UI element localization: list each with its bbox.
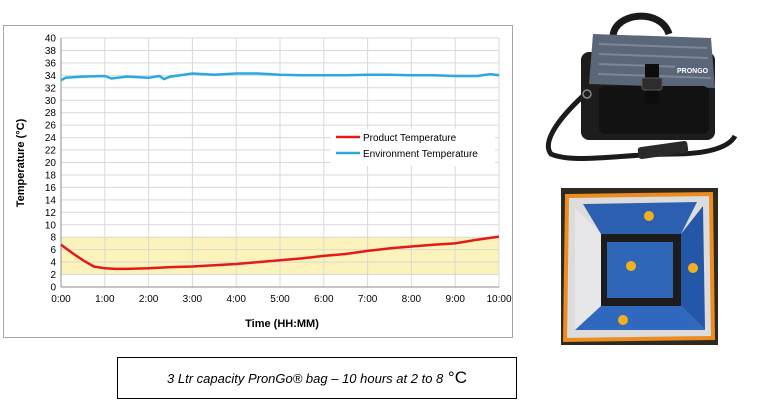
ice-pack-logo bbox=[626, 261, 636, 271]
y-tick-label: 0 bbox=[50, 283, 56, 294]
shoulder-strap bbox=[545, 94, 738, 161]
series-line-environment-temperature bbox=[60, 72, 500, 82]
x-tick-label: 6:00 bbox=[314, 294, 334, 305]
x-tick-label: 7:00 bbox=[358, 294, 378, 305]
strap-pad bbox=[637, 140, 689, 160]
lid-pattern bbox=[597, 43, 712, 79]
y-tick-label: 20 bbox=[45, 158, 57, 169]
x-tick-label: 4:00 bbox=[226, 294, 246, 305]
chart-frame: 0 2 4 6 8 10 12 14 16 18 20 22 24 26 28 30 32 34 36 38 40 0:0… bbox=[3, 25, 513, 338]
carry-handle bbox=[609, 12, 673, 37]
y-tick-label: 22 bbox=[45, 146, 57, 157]
caption-text: 3 Ltr capacity PronGo® bag – 10 hours at… bbox=[167, 370, 444, 386]
ice-pack bbox=[607, 242, 673, 298]
front-wall-logo bbox=[618, 315, 628, 325]
y-tick-label: 24 bbox=[45, 133, 57, 144]
liner-front-wall bbox=[575, 306, 705, 330]
series-line-product-temperature bbox=[60, 235, 500, 271]
bag-photo: PRONGO bbox=[545, 12, 738, 161]
legend-label-environment: Environment Temperature bbox=[363, 149, 478, 160]
y-tick-label: 6 bbox=[50, 245, 56, 256]
legend: Product Temperature Environment Temperat… bbox=[331, 129, 495, 166]
caption-unit: °C bbox=[447, 368, 467, 387]
x-tick-label: 10:00 bbox=[486, 294, 511, 305]
y-tick-label: 14 bbox=[45, 195, 57, 206]
liner-back-wall bbox=[583, 202, 697, 234]
x-tick-label: 0:00 bbox=[51, 294, 71, 305]
x-axis-title: Time (HH:MM) bbox=[245, 318, 319, 330]
y-tick-label: 40 bbox=[45, 34, 57, 45]
y-tick-label: 16 bbox=[45, 183, 57, 194]
liner-photo bbox=[561, 188, 718, 345]
y-tick-label: 2 bbox=[50, 270, 56, 281]
temperature-chart: 02468101214161820222426283032343638400:0… bbox=[15, 34, 512, 331]
y-axis-title: Temperature (°C) bbox=[15, 118, 27, 207]
brand-tag bbox=[675, 64, 711, 75]
y-tick-label: 32 bbox=[45, 83, 57, 94]
x-tick-label: 9:00 bbox=[445, 294, 465, 305]
y-tick-label: 36 bbox=[45, 58, 57, 69]
side-ring bbox=[582, 89, 592, 99]
y-tick-label: 18 bbox=[45, 170, 57, 181]
legend-label-product: Product Temperature bbox=[363, 133, 457, 144]
x-tick-label: 2:00 bbox=[139, 294, 159, 305]
caption-box: 3 Ltr capacity PronGo® bag – 10 hours at… bbox=[117, 357, 517, 399]
right-wall-logo bbox=[688, 263, 698, 273]
y-tick-label: 28 bbox=[45, 108, 57, 119]
back-wall-logo bbox=[644, 211, 654, 221]
y-tick-label: 12 bbox=[45, 208, 57, 219]
y-tick-label: 8 bbox=[50, 233, 56, 244]
brand-logo: PRONGO bbox=[677, 68, 709, 75]
liner-orange-trim bbox=[563, 192, 715, 342]
y-tick-label: 34 bbox=[45, 71, 57, 82]
front-pocket bbox=[599, 86, 709, 134]
y-tick-label: 30 bbox=[45, 96, 57, 107]
x-tick-label: 1:00 bbox=[95, 294, 115, 305]
y-tick-label: 38 bbox=[45, 46, 57, 57]
x-tick-label: 3:00 bbox=[183, 294, 203, 305]
legend-box bbox=[331, 129, 495, 166]
x-tick-label: 8:00 bbox=[402, 294, 422, 305]
y-tick-label: 10 bbox=[45, 220, 57, 231]
y-tick-label: 4 bbox=[50, 258, 56, 269]
liner-left-wall bbox=[575, 208, 601, 330]
x-tick-label: 5:00 bbox=[270, 294, 290, 305]
buckle bbox=[641, 77, 663, 91]
y-tick-label: 26 bbox=[45, 121, 57, 132]
